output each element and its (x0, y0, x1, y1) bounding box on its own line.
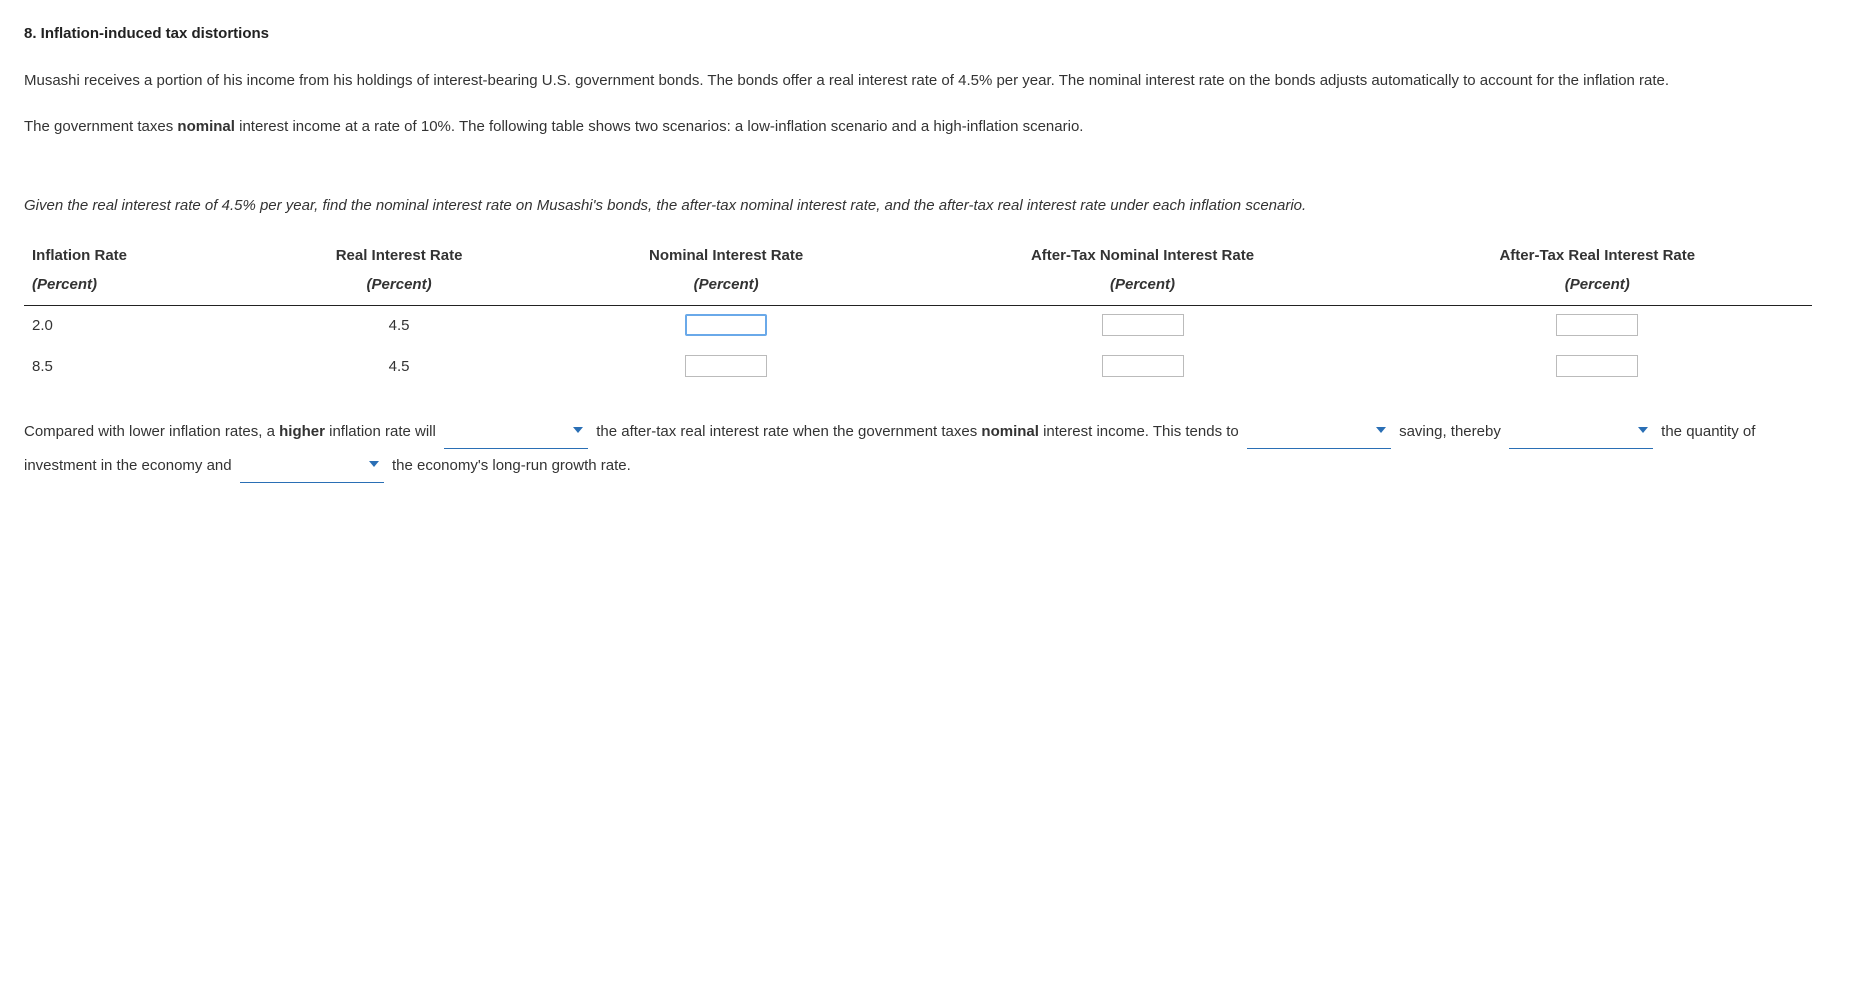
s1a: Compared with lower inflation rates, a (24, 423, 279, 440)
s2bold: nominal (981, 423, 1039, 440)
chevron-down-icon (572, 415, 584, 448)
input-aftertax-nominal-2[interactable] (1102, 355, 1184, 377)
chevron-down-icon (1375, 415, 1387, 448)
col-inflation: Inflation Rate (24, 238, 248, 271)
s5: the economy's long-run growth rate. (392, 457, 631, 474)
dropdown-2[interactable] (1247, 415, 1391, 449)
s1b: inflation rate will (325, 423, 440, 440)
s3: saving, thereby (1399, 423, 1505, 440)
table-row: 2.0 4.5 (24, 306, 1812, 347)
input-nominal-2[interactable] (685, 355, 767, 377)
col-real: Real Interest Rate (248, 238, 550, 271)
col-aftertax-real: After-Tax Real Interest Rate (1383, 238, 1812, 271)
input-aftertax-nominal-1[interactable] (1102, 314, 1184, 336)
p2-text-b: interest income at a rate of 10%. The fo… (235, 118, 1084, 135)
cell-real-2: 4.5 (248, 347, 550, 388)
cell-inflation-2: 8.5 (24, 347, 248, 388)
unit-1: (Percent) (24, 271, 248, 306)
input-nominal-1[interactable] (685, 314, 767, 336)
dropdown-1[interactable] (444, 415, 588, 449)
paragraph-2: The government taxes nominal interest in… (24, 113, 1830, 142)
table-header-row: Inflation Rate Real Interest Rate Nomina… (24, 238, 1812, 271)
rates-table: Inflation Rate Real Interest Rate Nomina… (24, 238, 1812, 387)
chevron-down-icon (1637, 415, 1649, 448)
dropdown-4[interactable] (240, 449, 384, 483)
question-heading: 8. Inflation-induced tax distortions (24, 20, 1830, 49)
s2: the after-tax real interest rate when th… (596, 423, 981, 440)
unit-3: (Percent) (550, 271, 903, 306)
col-nominal: Nominal Interest Rate (550, 238, 903, 271)
instruction-text: Given the real interest rate of 4.5% per… (24, 192, 1830, 221)
unit-4: (Percent) (902, 271, 1382, 306)
table-unit-row: (Percent) (Percent) (Percent) (Percent) … (24, 271, 1812, 306)
s1bold: higher (279, 423, 325, 440)
input-aftertax-real-2[interactable] (1556, 355, 1638, 377)
chevron-down-icon (368, 449, 380, 482)
s2b: interest income. This tends to (1039, 423, 1243, 440)
unit-5: (Percent) (1383, 271, 1812, 306)
cell-inflation-1: 2.0 (24, 306, 248, 347)
table-row: 8.5 4.5 (24, 347, 1812, 388)
paragraph-1: Musashi receives a portion of his income… (24, 67, 1830, 96)
fill-in-sentence: Compared with lower inflation rates, a h… (24, 415, 1830, 483)
unit-2: (Percent) (248, 271, 550, 306)
input-aftertax-real-1[interactable] (1556, 314, 1638, 336)
p2-bold: nominal (177, 118, 235, 135)
cell-real-1: 4.5 (248, 306, 550, 347)
dropdown-3[interactable] (1509, 415, 1653, 449)
p2-text-a: The government taxes (24, 118, 177, 135)
col-aftertax-nominal: After-Tax Nominal Interest Rate (902, 238, 1382, 271)
